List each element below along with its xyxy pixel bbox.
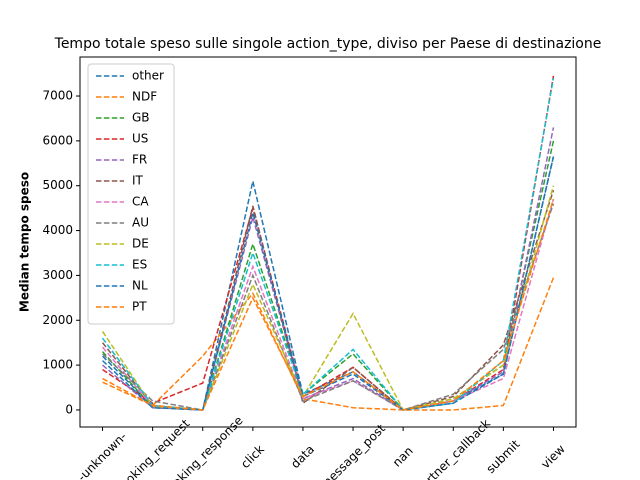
legend-label: FR <box>132 153 147 167</box>
y-tick-label: 3000 <box>42 268 73 282</box>
legend-label: other <box>132 69 164 83</box>
series-line <box>102 156 555 411</box>
legend-label: NL <box>132 279 148 293</box>
legend-label: AU <box>132 216 149 230</box>
legend-label: PT <box>132 300 147 314</box>
y-tick-label: 7000 <box>42 89 73 103</box>
legend-label: CA <box>132 195 149 209</box>
series-line <box>102 203 555 411</box>
chart-title: Tempo totale speso sulle singole action_… <box>54 36 602 52</box>
y-tick-label: 2000 <box>42 313 73 327</box>
y-tick-label: 1000 <box>42 358 73 372</box>
y-tick-label: 4000 <box>42 223 73 237</box>
legend-label: IT <box>132 174 144 188</box>
y-axis-label: Median tempo speso <box>18 172 32 312</box>
legend-label: NDF <box>132 90 157 104</box>
series-line <box>102 75 555 411</box>
series-line <box>102 198 555 411</box>
series-line <box>101 198 555 411</box>
legend-label: ES <box>132 258 147 272</box>
series-line <box>101 77 555 411</box>
y-tick-label: 0 <box>65 402 73 416</box>
series-line <box>102 277 555 411</box>
y-tick-label: 5000 <box>42 178 73 192</box>
legend-label: GB <box>132 111 150 125</box>
plot-frame <box>79 56 577 428</box>
legend-label: US <box>132 132 148 146</box>
legend-box <box>87 63 175 325</box>
legend-label: DE <box>132 237 149 251</box>
y-tick-label: 6000 <box>42 133 73 147</box>
